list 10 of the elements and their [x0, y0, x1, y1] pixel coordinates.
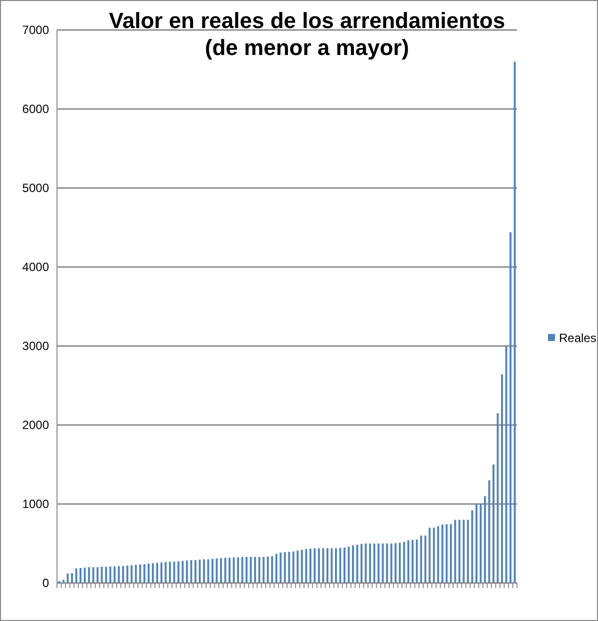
y-tick-label: 7000: [22, 23, 50, 38]
y-tick-label: 0: [42, 576, 50, 590]
y-tick-label: 4000: [22, 260, 50, 274]
legend-label: Reales: [559, 331, 596, 346]
y-tick-label: 3000: [22, 339, 50, 354]
y-tick-label: 1000: [22, 497, 50, 512]
y-tick-label: 6000: [22, 102, 50, 116]
y-tick-label: 5000: [22, 181, 50, 196]
chart-title: Valor en reales de los arrendamientos (de menor a mayor): [108, 8, 506, 60]
y-tick-label: 2000: [22, 418, 50, 432]
